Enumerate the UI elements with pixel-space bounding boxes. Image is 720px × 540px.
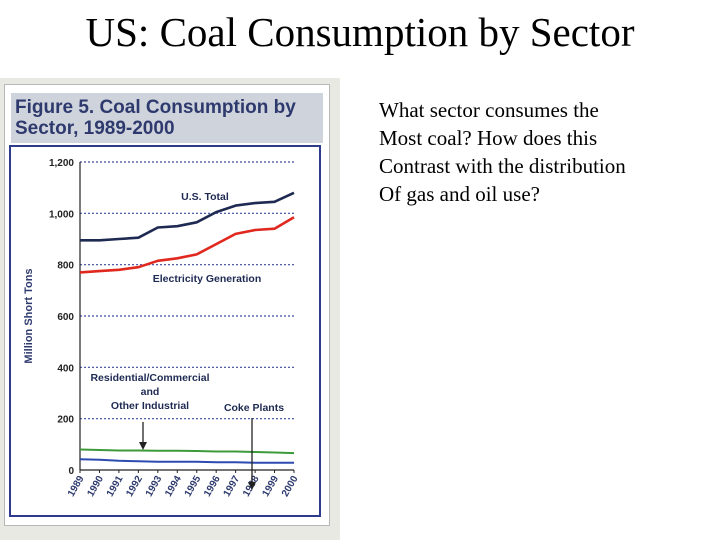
y-axis-label: Million Short Tons bbox=[23, 268, 35, 363]
annotation-arrowhead bbox=[248, 482, 256, 490]
figure-title-line: Figure 5. Coal Consumption by bbox=[15, 97, 296, 118]
question-line: Most coal? How does this bbox=[379, 126, 598, 150]
x-tick-label: 1991 bbox=[105, 474, 126, 499]
annotation-label: Coke Plants bbox=[224, 402, 284, 414]
annotation-label: Electricity Generation bbox=[153, 273, 262, 285]
question-text: What sector consumes the Most coal? How … bbox=[379, 96, 709, 208]
series-line-3 bbox=[79, 448, 295, 455]
annotation-arrowhead bbox=[139, 442, 147, 450]
y-tick-label: 400 bbox=[57, 363, 74, 374]
x-tick-label: 1994 bbox=[163, 474, 184, 499]
y-tick-label: 1,200 bbox=[49, 158, 74, 169]
y-tick-label: 200 bbox=[57, 415, 74, 426]
annotation-label: Residential/Commercial bbox=[90, 372, 209, 384]
x-tick-label: 1999 bbox=[260, 474, 281, 499]
x-tick-label: 2000 bbox=[280, 474, 301, 499]
figure-title: Figure 5. Coal Consumption by Sector, 19… bbox=[11, 93, 323, 143]
series-line-4 bbox=[79, 458, 294, 464]
x-tick-label: 1993 bbox=[144, 474, 165, 499]
x-tick-label: 1992 bbox=[124, 474, 145, 499]
x-tick-label: 1995 bbox=[183, 474, 204, 499]
annotation-label: U.S. Total bbox=[181, 191, 229, 203]
question-line: Contrast with the distribution bbox=[379, 154, 626, 178]
question-line: Of gas and oil use? bbox=[379, 182, 540, 206]
figure-title-line: Sector, 1989-2000 bbox=[15, 118, 175, 139]
x-tick-label: 1996 bbox=[202, 474, 223, 499]
coal-consumption-chart: 0 200 400 600 800 1,000 1,200 Million Short Ton… bbox=[9, 145, 321, 517]
x-tick-label: 1997 bbox=[222, 474, 243, 499]
annotation-label: Other Industrial bbox=[111, 400, 189, 412]
figure-image: Figure 5. Coal Consumption by Sector, 19… bbox=[0, 78, 340, 540]
question-line: What sector consumes the bbox=[379, 98, 599, 122]
y-tick-label: 0 bbox=[68, 466, 74, 477]
y-tick-label: 1,000 bbox=[49, 209, 74, 220]
x-tick-label: 1989 bbox=[66, 474, 87, 499]
series-line-1 bbox=[80, 191, 295, 242]
y-tick-label: 600 bbox=[57, 312, 74, 323]
x-tick-label: 1990 bbox=[85, 474, 106, 499]
plot-frame bbox=[9, 145, 321, 517]
series-line-2 bbox=[79, 216, 295, 274]
figure-panel: Figure 5. Coal Consumption by Sector, 19… bbox=[4, 84, 330, 526]
annotation-label: and bbox=[141, 386, 160, 398]
y-tick-label: 800 bbox=[57, 261, 74, 272]
slide-title: US: Coal Consumption by Sector bbox=[85, 9, 635, 55]
